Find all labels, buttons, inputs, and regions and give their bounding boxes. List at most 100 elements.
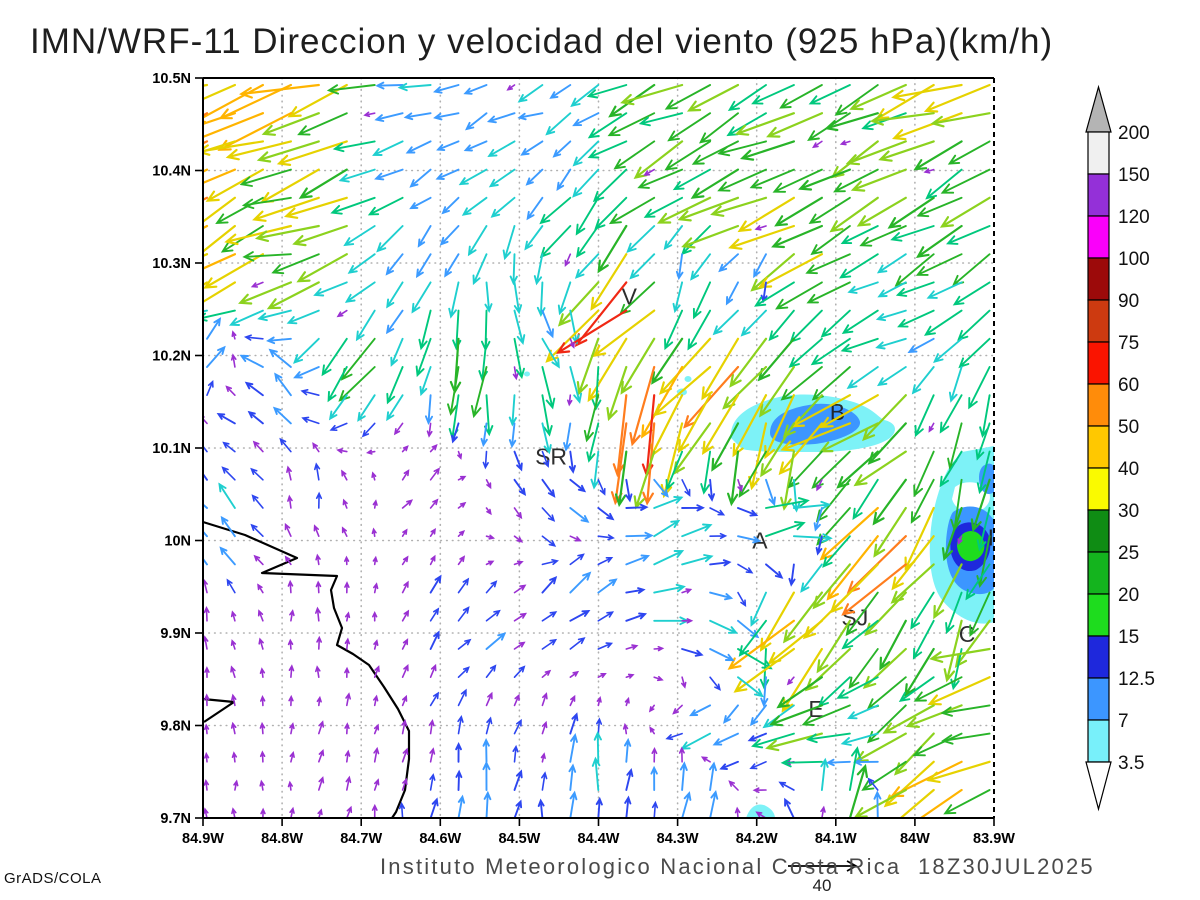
wind-arrow [780,757,823,768]
wind-arrow [257,609,264,622]
y-tick-label: 9.8N [160,719,191,735]
wind-arrow [681,618,694,624]
wind-arrow [569,309,580,345]
wind-arrow [569,790,578,819]
wind-arrow [926,281,963,299]
wind-arrow [549,84,572,99]
legend-value-label: 30 [1118,501,1139,522]
wind-arrow [229,309,264,326]
wind-arrow [541,394,553,437]
wind-arrow [816,479,823,492]
wind-arrow [872,478,907,526]
wind-arrow [633,450,656,510]
wind-arrow [798,168,851,191]
wind-arrow [772,168,823,193]
wind-arrow [690,168,740,199]
wind-arrow [775,281,823,310]
wind-arrow [915,224,963,259]
wind-arrow [653,675,664,682]
legend-swatch [1087,215,1110,259]
wind-arrow [317,808,323,819]
wind-arrow [597,534,615,541]
legend-swatch [1087,551,1110,595]
ref-vector-label: 40 [813,876,832,895]
wind-arrow [415,337,432,378]
wind-arrow [824,112,879,132]
legend-swatch [1087,467,1110,511]
wind-arrow [667,112,712,142]
wind-arrow [856,196,907,227]
wind-arrow [268,348,292,368]
wind-arrow [859,225,907,247]
wind-arrow [806,281,851,304]
wind-arrow [347,253,376,274]
wind-arrow [897,788,935,819]
wind-arrow [712,309,739,336]
wind-arrow [625,503,649,511]
wind-arrow [569,338,575,349]
wind-arrow [681,479,691,497]
wind-arrow [204,666,210,678]
wind-arrow [586,84,628,99]
wind-arrow [218,482,236,509]
wind-arrow [840,225,879,245]
wind-arrow [485,691,493,707]
wind-arrow [259,779,265,791]
wind-arrow [314,462,321,481]
x-tick-label: 84.4W [578,831,620,847]
wind-arrow [811,140,823,149]
wind-arrow [622,722,629,735]
wind-arrow [513,799,523,819]
wind-arrow [401,555,409,566]
wind-arrow [288,664,295,678]
chart-title: IMN/WRF-11 Direccion y velocidad del vie… [30,22,1054,61]
wind-arrow [386,281,404,309]
wind-arrow [587,112,628,139]
wind-arrow [215,196,264,224]
wind-arrow [405,140,432,154]
wind-arrow [597,224,628,274]
wind-arrow [429,773,436,791]
wind-arrow [485,479,492,490]
wind-arrow [914,394,935,438]
wind-arrow [315,491,323,509]
wind-arrow [485,534,496,540]
speed-shade-blue-upper [979,463,994,494]
legend-value-label: 7 [1118,711,1129,732]
wind-arrow [439,225,460,246]
wind-arrow [912,732,963,757]
wind-arrow [595,796,603,819]
wind-arrow [417,225,432,248]
wind-arrow [457,577,470,594]
wind-arrow [912,619,935,660]
wind-arrow [457,450,463,460]
wind-arrow [341,469,348,481]
wind-arrow [355,309,376,342]
wind-arrow [879,619,907,671]
wind-arrow [672,281,684,314]
wind-arrow [592,309,656,358]
wind-arrow [845,591,879,637]
wind-arrow [541,309,554,339]
wind-arrow [429,498,439,509]
wind-arrow [765,521,806,538]
wind-arrow [338,168,376,183]
wind-arrow [915,253,963,276]
wind-arrow [541,478,556,498]
wind-arrow [482,760,491,791]
wind-arrows [202,81,991,819]
wind-arrow [513,337,525,380]
wind-arrow [707,478,716,502]
wind-arrow [429,747,436,763]
wind-arrow [852,478,879,521]
wind-arrow [429,444,438,453]
wind-arrow [345,692,351,707]
wind-arrow [940,168,991,194]
wind-arrow [848,648,879,690]
wind-arrow [939,196,991,228]
wind-arrow [513,693,520,707]
wind-arrow [751,732,795,749]
wind-arrow [326,84,376,95]
wind-arrow [242,251,292,262]
wind-arrow [457,638,472,650]
